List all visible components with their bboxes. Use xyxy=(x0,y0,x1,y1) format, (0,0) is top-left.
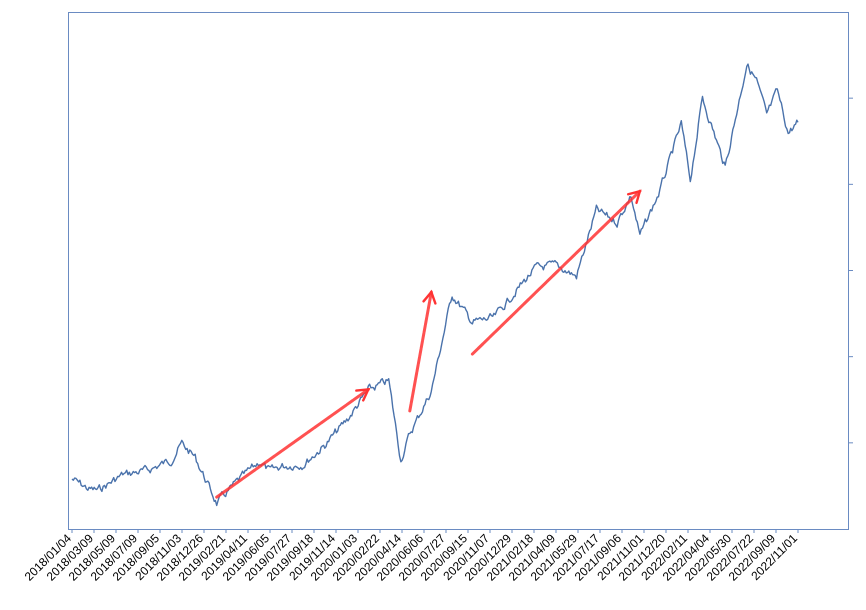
trend-arrow xyxy=(215,387,371,499)
trend-arrow xyxy=(470,189,642,356)
annotation-layer xyxy=(215,189,642,499)
series-line xyxy=(71,63,799,507)
trend-arrow xyxy=(408,289,437,413)
plot-area xyxy=(68,12,849,530)
y-axis-ticks xyxy=(848,97,853,444)
series-layer xyxy=(71,63,799,507)
x-axis-ticks: 2018/01/042018/03/092018/05/092018/07/09… xyxy=(22,529,800,584)
